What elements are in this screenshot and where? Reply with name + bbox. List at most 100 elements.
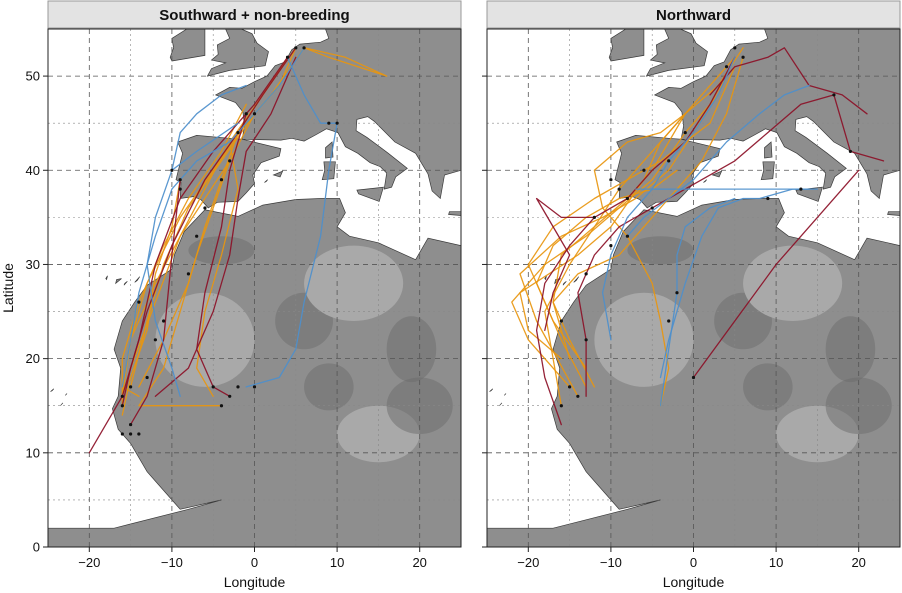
y-axis: 0 10 20 30 40 50 [26, 69, 48, 555]
location-fix [559, 319, 563, 323]
relief-shading [825, 316, 876, 383]
location-fix [178, 178, 182, 182]
x-tick-label: −20 [78, 555, 100, 570]
relief-shading [743, 245, 843, 321]
location-fix [219, 178, 224, 182]
island [115, 278, 122, 285]
y-tick-label: 50 [26, 69, 40, 84]
iberia-landmass [175, 135, 282, 209]
migration-track [146, 122, 239, 397]
island [50, 388, 55, 392]
migration-track [138, 160, 231, 407]
x-tick-label: 20 [851, 555, 865, 570]
location-fix [559, 404, 563, 408]
island [703, 179, 707, 183]
relief-shading [188, 236, 255, 265]
island [544, 275, 547, 281]
relief-shading [627, 236, 694, 265]
location-fix [302, 46, 306, 50]
relief-shading [304, 245, 404, 321]
location-fix [650, 206, 654, 210]
migration-track [154, 56, 297, 397]
migration-track [121, 103, 247, 407]
location-fix [568, 385, 572, 389]
island [499, 402, 503, 406]
migration-track [692, 169, 860, 379]
y-tick-label: 30 [26, 257, 40, 272]
location-fix [683, 131, 687, 135]
island [65, 393, 68, 396]
location-fix [327, 121, 331, 125]
migration-track [535, 197, 596, 332]
island [134, 276, 140, 283]
location-fix [137, 300, 141, 304]
location-fix [137, 432, 141, 436]
migration-track [527, 66, 736, 369]
location-fix [335, 121, 339, 125]
x-axis-title: Longitude [224, 574, 286, 590]
location-fix [285, 55, 290, 59]
migration-track [659, 197, 736, 407]
location-fix [120, 432, 124, 436]
island [887, 211, 900, 216]
migration-track [511, 56, 736, 388]
location-fix [848, 149, 853, 154]
location-fix [153, 338, 157, 342]
location-fix [228, 159, 232, 163]
location-fix [642, 168, 646, 172]
migration-track [535, 169, 678, 388]
migration-track [88, 56, 289, 454]
location-fix [667, 319, 671, 323]
panel-title: Northward [656, 7, 731, 24]
location-fix [252, 385, 257, 389]
x-axis: −20 −10 0 10 20 [517, 547, 866, 570]
x-tick-label: 0 [251, 555, 258, 570]
y-tick-label: 40 [26, 163, 40, 178]
y-tick-label: 0 [33, 540, 40, 555]
island [123, 281, 128, 286]
relief-shading [304, 363, 354, 411]
panel-northward: Northward −20 −10 0 10 20 Longitude [482, 0, 901, 590]
location-fix [129, 385, 133, 389]
europe-landmass [653, 29, 900, 200]
location-fix [186, 272, 191, 276]
location-fix [129, 422, 133, 427]
island [105, 275, 108, 281]
island [272, 170, 284, 178]
location-fix [228, 394, 232, 398]
location-fix [617, 187, 621, 191]
location-fix [584, 338, 588, 342]
location-fix [294, 46, 298, 50]
location-fixes [120, 46, 339, 436]
island [504, 393, 507, 396]
ireland-landmass [608, 29, 645, 62]
migration-track [121, 47, 305, 388]
location-fix [609, 244, 613, 248]
location-fix [120, 404, 124, 408]
island [711, 170, 723, 178]
relief-shading [594, 292, 694, 387]
location-fixes [559, 46, 853, 408]
x-tick-label: −10 [161, 555, 183, 570]
island [60, 402, 64, 406]
migration-track [303, 47, 388, 77]
panel-southward: Southward + non-breeding −20 −10 0 10 20 0 10… [0, 0, 462, 590]
island [764, 141, 773, 159]
migration-track [709, 47, 868, 115]
britain-landmass [206, 29, 269, 77]
migration-track [593, 113, 686, 407]
island [562, 281, 567, 286]
location-fix [576, 394, 580, 398]
location-fix [203, 206, 207, 210]
x-tick-label: 10 [330, 555, 344, 570]
graticule [48, 29, 461, 547]
location-fix [145, 375, 149, 380]
location-fix [244, 112, 248, 116]
panel-strip [47, 0, 462, 29]
location-fix [120, 394, 124, 398]
island [795, 186, 823, 202]
relief-shading [743, 363, 793, 411]
location-fix [832, 93, 836, 97]
x-tick-label: 10 [769, 555, 783, 570]
